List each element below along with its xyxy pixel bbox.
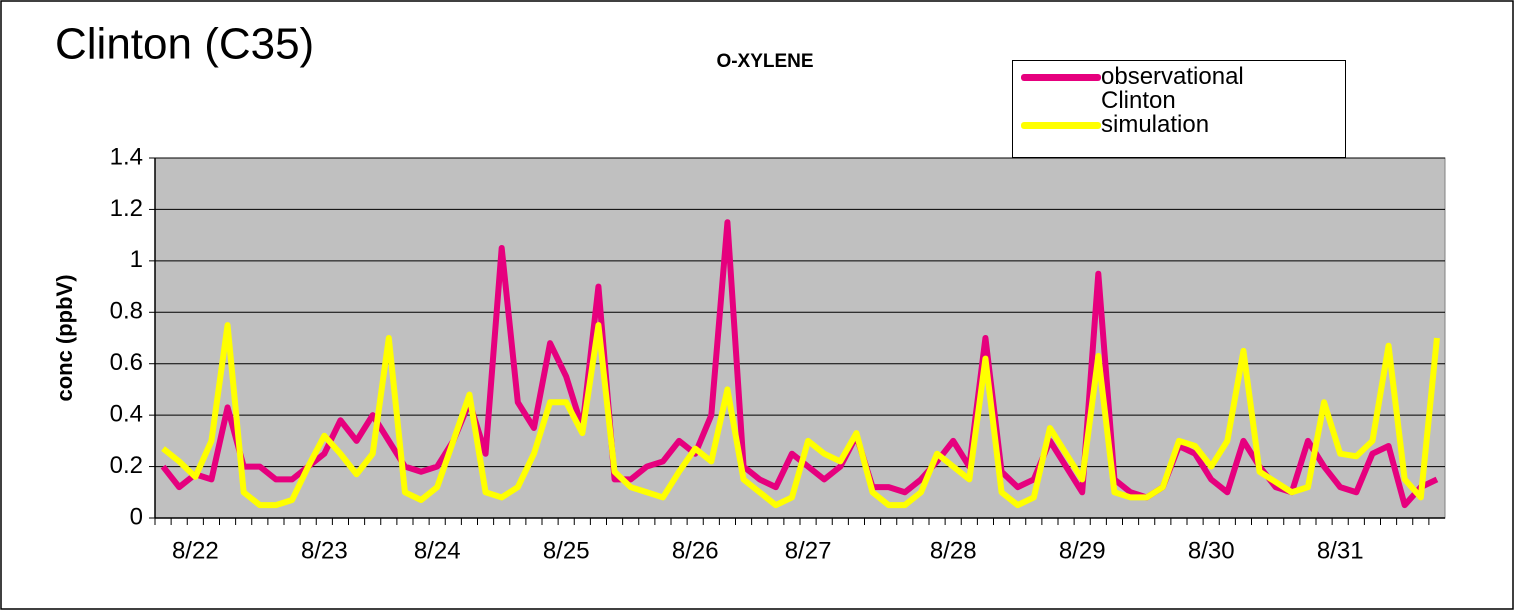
y-tick-label: 0.8 [110,298,143,325]
series-line [161,322,1440,509]
x-tick-label: 8/30 [1188,537,1235,564]
y-tick-label: 0.2 [110,452,143,479]
x-tick-label: 8/26 [672,537,719,564]
x-tick-label: 8/24 [414,537,461,564]
x-tick-label: 8/22 [172,537,219,564]
x-tick-label: 8/29 [1059,537,1106,564]
legend-swatch [1021,122,1101,129]
y-tick-label: 1 [130,246,143,273]
x-tick-label: 8/31 [1317,537,1364,564]
legend-entry: simulation [1021,113,1337,137]
legend-swatch [1021,74,1101,81]
y-axis-label: conc (ppbV) [52,274,77,401]
x-tick-label: 8/23 [301,537,348,564]
y-tick-label: 0 [130,503,143,530]
y-tick-label: 0.6 [110,349,143,376]
x-tick-label: 8/28 [930,537,977,564]
y-tick-label: 1.4 [110,143,143,170]
legend-label: observational Clinton [1101,63,1244,114]
legend-entry: observational Clinton [1021,65,1337,113]
x-tick-label: 8/27 [785,537,832,564]
chart-subtitle: O-XYLENE [716,51,813,72]
x-tick-label: 8/25 [543,537,590,564]
y-tick-label: 0.4 [110,400,143,427]
legend-label: simulation [1101,111,1210,138]
y-tick-label: 1.2 [110,195,143,222]
chart-title: Clinton (C35) [55,20,314,69]
legend: observational Clinton simulation [1012,60,1346,158]
